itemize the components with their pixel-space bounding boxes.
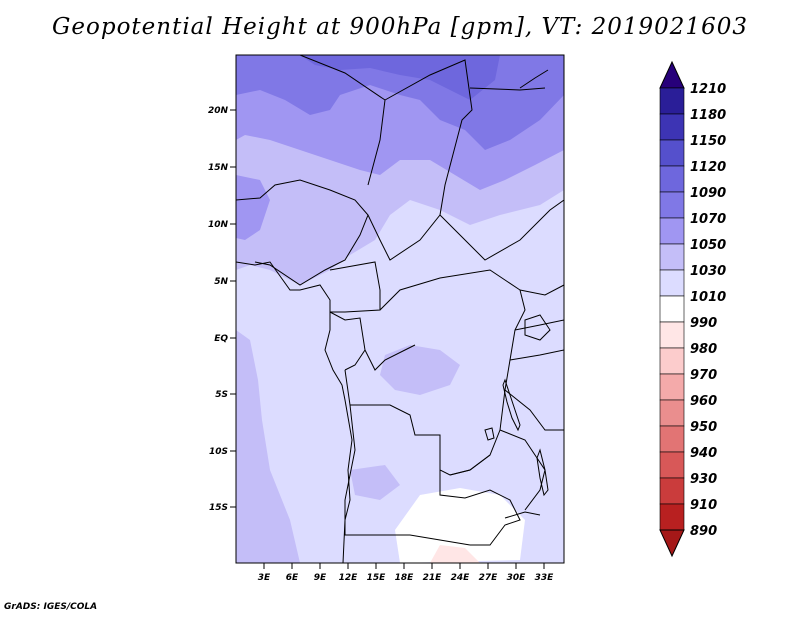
colorbar-level-label: 990 [690,316,717,331]
footer-credit: GrADS: IGES/COLA [4,602,98,612]
colorbar-swatch [659,503,685,531]
field-1030-1050-basin [380,345,460,395]
lat-axis: 20N 15N 10N 5N EQ 5S 10S 15S [208,106,229,513]
lake-kariba [504,511,541,519]
lake-tanganyika [502,378,521,432]
colorbar-level-label: 1210 [690,82,726,97]
border-zambia [439,470,521,546]
border-ethiopia [469,69,549,91]
colorbar-level-label: 940 [690,446,717,461]
lat-label: 10N [208,220,229,230]
border-car-sudan [367,199,564,261]
colorbar-level-label: 970 [690,368,717,383]
colorbar-level-label: 930 [690,472,717,487]
colorbar-swatch [659,477,685,505]
colorbar-level-label: 1120 [690,160,726,175]
field-1030-1050-coast [236,330,300,563]
border-gabon [329,311,366,371]
coastline-west [236,261,353,563]
border-sahara [299,55,473,216]
colorbar-top-arrow [659,60,685,89]
border-cameroon [329,261,381,313]
colorbar-level-label: 1010 [690,290,726,305]
lon-label: 6E [286,573,299,583]
colorbar-swatch [659,191,685,219]
colorbar-swatch [659,451,685,479]
lon-label: 24E [451,573,471,583]
lon-label: 15E [367,573,387,583]
lat-label: 5N [214,277,228,287]
colorbar-swatch [659,87,685,115]
colorbar-swatch [659,373,685,401]
lon-label: 9E [314,573,327,583]
lake-malawi [536,448,549,497]
colorbar-level-label: 910 [690,498,717,513]
colorbar-level-label: 890 [690,524,717,539]
colorbar-level-label: 1090 [690,186,726,201]
colorbar-swatch [659,399,685,427]
colorbar-bottom-arrow [659,529,685,558]
colorbar-level-label: 1150 [690,134,726,149]
lake-victoria [524,314,551,341]
tick-marks [230,109,545,569]
colorbar-swatch [659,425,685,453]
colorbar-level-label: 1070 [690,212,726,227]
field-990-1010 [395,488,525,563]
lat-label: EQ [214,334,228,344]
colorbar-level-label: 980 [690,342,717,357]
lat-label: 5S [215,390,228,400]
lon-label: 3E [258,573,271,583]
border-east [499,284,564,511]
lat-label: 15N [208,163,229,173]
lon-label: 33E [535,573,555,583]
country-borders [236,55,564,563]
border-congo-river [364,344,416,371]
colorbar-swatch [659,295,685,323]
field-1050-1070-west [236,175,270,240]
colorbar-blocks [659,87,685,531]
lon-label: 12E [339,573,359,583]
colorbar-level-label: 1050 [690,238,726,253]
colorbar: 1210 1180 1150 1120 1090 1070 1050 1030 1010 990 9… [659,60,726,558]
lon-label: 18E [395,573,415,583]
colorbar-level-label: 960 [690,394,717,409]
colorbar-swatch [659,217,685,245]
lat-label: 10S [209,447,228,457]
colorbar-swatch [659,269,685,297]
colorbar-swatch [659,113,685,141]
lon-axis: 3E 6E 9E 12E 15E 18E 21E 24E 27E 30E 33E [258,573,554,583]
lat-label: 20N [208,106,229,116]
lat-label: 15S [209,503,228,513]
field-1030-1050-south [350,465,400,500]
lon-label: 30E [507,573,527,583]
colorbar-level-label: 1180 [690,108,726,123]
colorbar-swatch [659,139,685,167]
colorbar-level-label: 1030 [690,264,726,279]
contour-fields [236,55,564,563]
colorbar-swatch [659,243,685,271]
field-980-990 [430,545,480,563]
colorbar-labels: 1210 1180 1150 1120 1090 1070 1050 1030 1010 990 9… [690,82,726,539]
lon-label: 27E [479,573,499,583]
colorbar-swatch [659,347,685,375]
map-title: Geopotential Height at 900hPa [gpm], VT:… [52,14,748,40]
lake-mweru [484,427,495,441]
lon-label: 21E [423,573,443,583]
plot-frame [235,54,565,564]
border-angola [344,369,491,546]
colorbar-swatch [659,165,685,193]
colorbar-swatch [659,321,685,349]
colorbar-level-label: 950 [690,420,717,435]
